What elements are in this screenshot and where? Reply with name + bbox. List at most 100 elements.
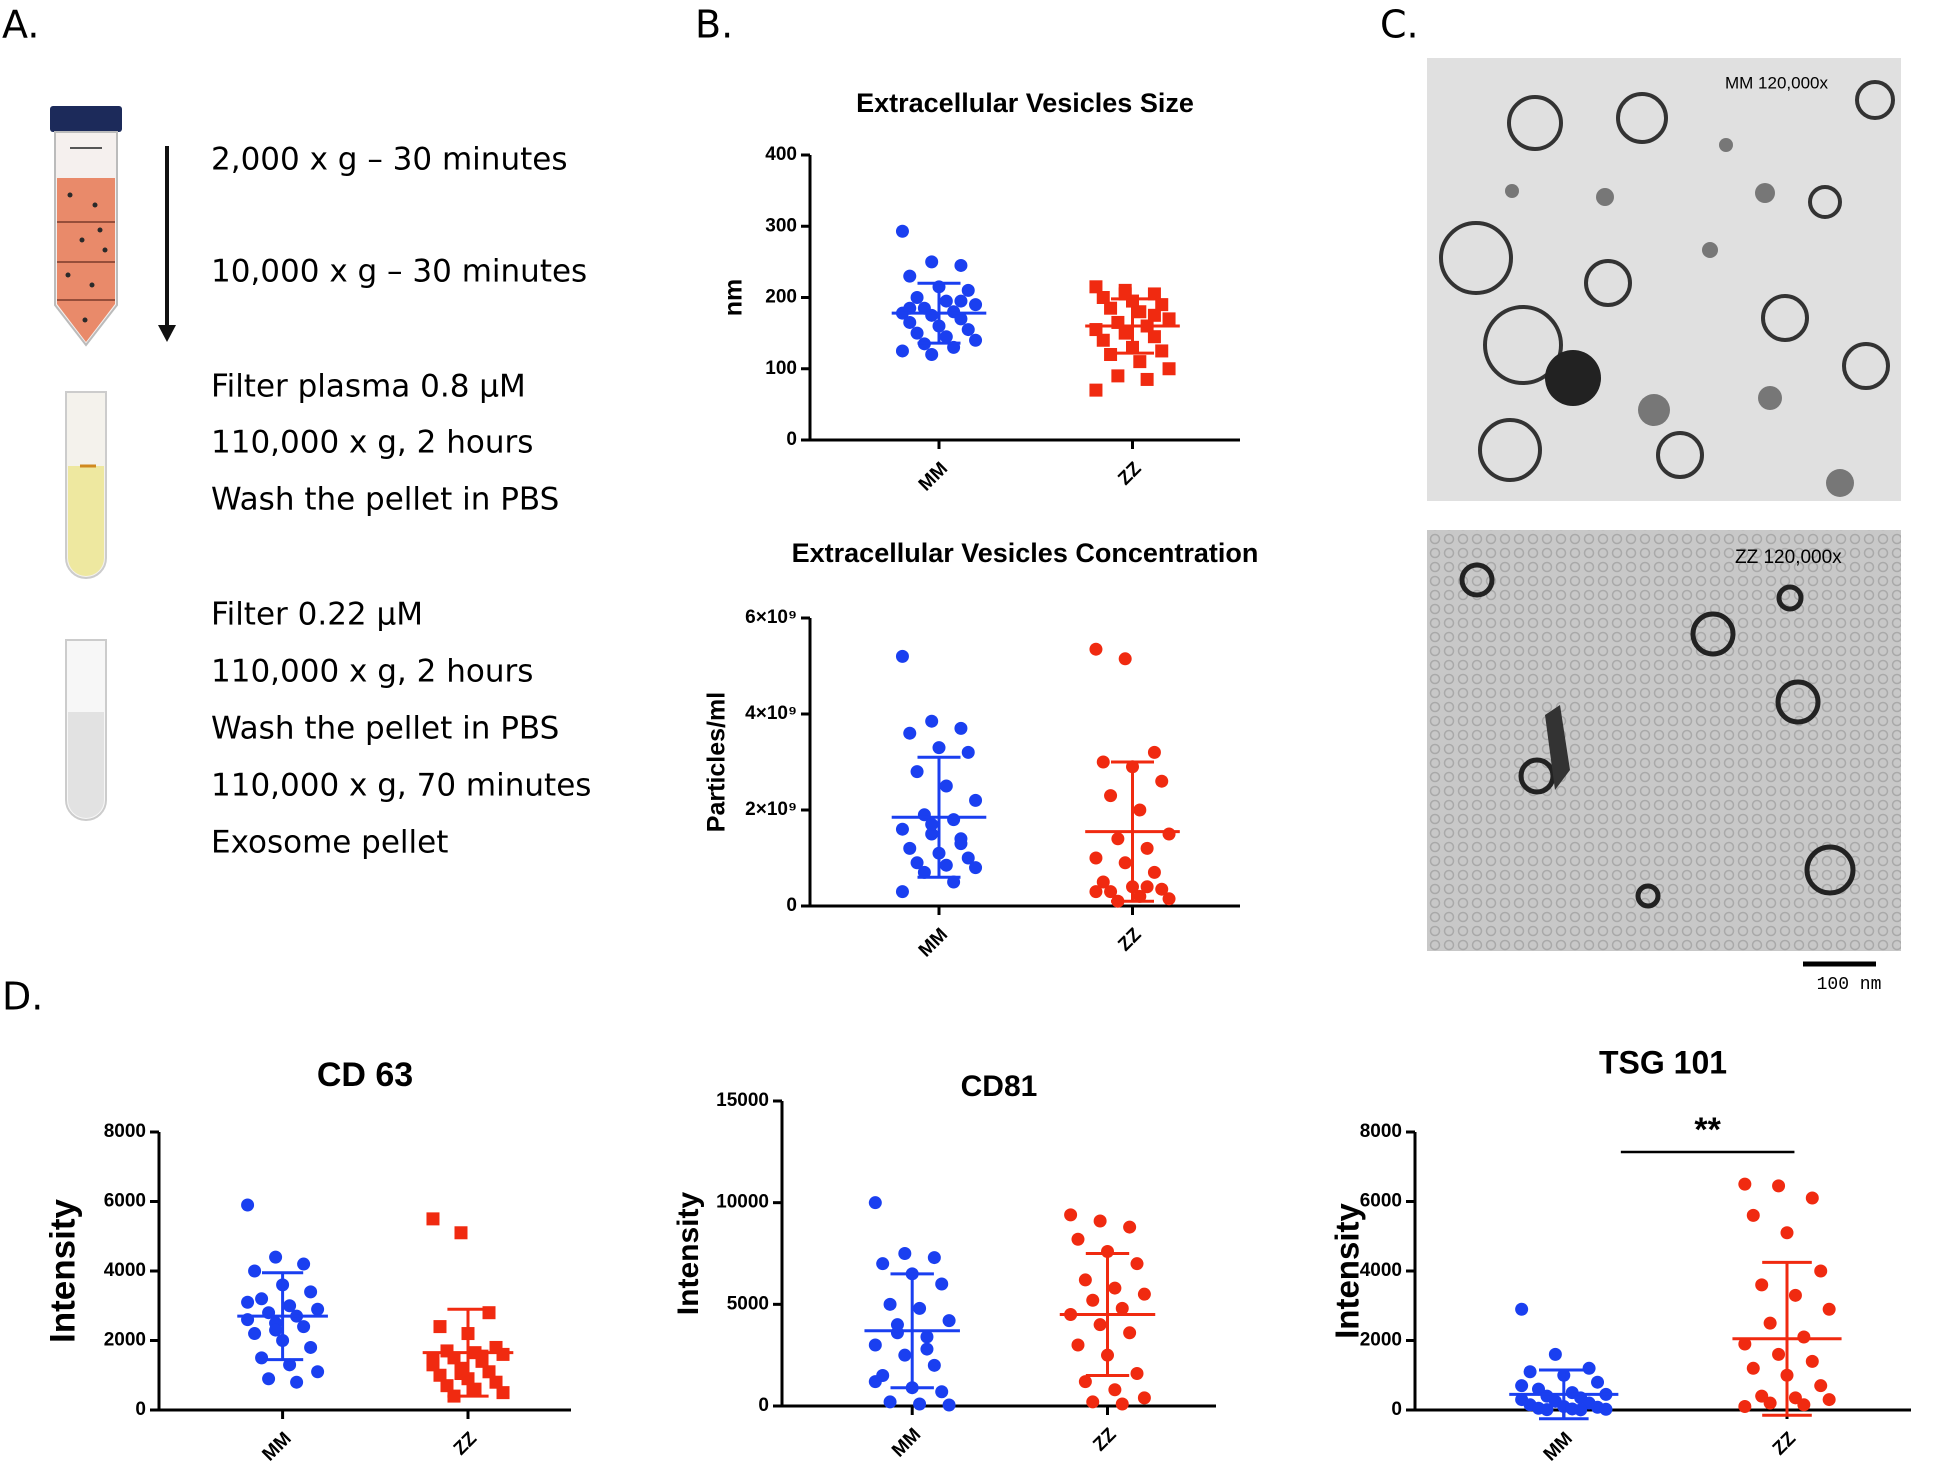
data-point xyxy=(1115,1301,1129,1315)
data-point xyxy=(1096,755,1110,769)
data-point xyxy=(954,294,968,308)
protocol-step: 2,000 x g – 30 minutes xyxy=(211,142,567,178)
data-point xyxy=(1115,1397,1129,1411)
data-point xyxy=(1089,885,1103,899)
micrograph-bottom: ZZ 120,000x xyxy=(1427,530,1901,951)
data-point xyxy=(304,1285,318,1299)
data-point xyxy=(1788,1288,1802,1302)
data-point xyxy=(269,1323,283,1337)
data-point xyxy=(1746,1208,1760,1222)
tube-2 xyxy=(65,391,107,579)
y-tick-label: 10000 xyxy=(716,1192,769,1213)
data-point xyxy=(1140,372,1154,386)
data-point xyxy=(255,1351,269,1365)
data-point xyxy=(913,1301,927,1315)
data-point xyxy=(1763,1316,1777,1330)
data-point xyxy=(1118,856,1132,870)
data-point xyxy=(290,1375,304,1389)
data-point xyxy=(1738,1337,1752,1351)
data-point xyxy=(939,330,953,344)
y-tick-label: 8000 xyxy=(1360,1121,1402,1142)
micrograph-label: ZZ 120,000x xyxy=(1735,547,1842,568)
data-point xyxy=(1582,1361,1596,1375)
y-axis-label: Intensity xyxy=(43,1199,82,1343)
data-point xyxy=(954,312,968,326)
data-point xyxy=(947,813,961,827)
data-point xyxy=(939,858,953,872)
y-tick-label: 0 xyxy=(135,1399,146,1420)
y-axis-label: Intensity xyxy=(672,1192,705,1316)
protocol-step: 110,000 x g, 2 hours xyxy=(211,654,533,690)
data-point xyxy=(1133,355,1147,369)
x-tick-label: MM xyxy=(1540,1428,1577,1464)
protocol-step: Filter plasma 0.8 µM xyxy=(211,369,526,405)
panel-label: A. xyxy=(2,3,39,47)
y-tick-label: 2000 xyxy=(104,1330,146,1351)
data-point xyxy=(910,856,924,870)
data-point xyxy=(898,1348,912,1362)
y-tick-label: 6×10⁹ xyxy=(745,607,797,628)
data-point xyxy=(1111,832,1125,846)
protocol-step: 110,000 x g, 2 hours xyxy=(211,425,533,461)
data-point xyxy=(954,258,968,272)
data-point xyxy=(482,1365,496,1379)
data-point xyxy=(1111,369,1125,383)
data-point xyxy=(883,1297,897,1311)
data-point xyxy=(903,269,917,283)
protocol-step: 10,000 x g – 30 minutes xyxy=(211,254,587,290)
data-point xyxy=(1155,298,1169,312)
data-point xyxy=(1814,1379,1828,1393)
data-point xyxy=(1548,1347,1562,1361)
data-point xyxy=(1140,841,1154,855)
data-point xyxy=(935,1277,949,1291)
data-point xyxy=(1089,383,1103,397)
data-point xyxy=(1093,1318,1107,1332)
data-point xyxy=(1093,1214,1107,1228)
data-point xyxy=(939,294,953,308)
tube-3 xyxy=(65,639,107,821)
data-point xyxy=(925,714,939,728)
data-point xyxy=(1078,1273,1092,1287)
y-tick-label: 4000 xyxy=(1360,1260,1402,1281)
data-point xyxy=(1540,1403,1554,1417)
data-point xyxy=(283,1358,297,1372)
data-point xyxy=(1071,1338,1085,1352)
data-point xyxy=(1078,1375,1092,1389)
data-point xyxy=(1104,348,1118,361)
y-axis-label: Intensity xyxy=(1329,1203,1366,1339)
micrograph-top: MM 120,000x xyxy=(1427,58,1901,501)
y-tick-label: 8000 xyxy=(104,1121,146,1142)
y-axis-label: nm xyxy=(720,279,748,317)
data-point xyxy=(1130,1257,1144,1271)
y-tick-label: 0 xyxy=(786,895,797,916)
x-tick-label: MM xyxy=(915,924,952,961)
data-point xyxy=(1133,305,1147,319)
data-point xyxy=(1155,344,1169,358)
data-point xyxy=(489,1375,503,1389)
data-point xyxy=(1147,745,1161,759)
data-point xyxy=(954,721,968,735)
panel-label: C. xyxy=(1380,3,1419,47)
data-point xyxy=(917,865,931,879)
data-point xyxy=(1096,291,1110,304)
y-tick-label: 6000 xyxy=(104,1191,146,1212)
x-tick-label: ZZ xyxy=(1114,458,1146,490)
data-point xyxy=(1137,1391,1151,1405)
data-point xyxy=(297,1320,311,1334)
x-tick-label: ZZ xyxy=(1089,1424,1121,1456)
data-point xyxy=(890,1318,904,1332)
protocol-step: Exosome pellet xyxy=(211,825,448,861)
x-tick-label: MM xyxy=(915,458,952,495)
data-point xyxy=(895,822,909,836)
data-point xyxy=(942,1398,956,1412)
data-point xyxy=(1096,333,1110,347)
data-point xyxy=(1147,330,1161,344)
data-point xyxy=(920,1330,934,1344)
data-point xyxy=(1086,1293,1100,1307)
data-point xyxy=(1523,1365,1537,1379)
data-point xyxy=(895,344,909,358)
data-point xyxy=(932,741,946,755)
data-point xyxy=(1147,287,1161,301)
data-point xyxy=(1162,892,1176,906)
data-point xyxy=(248,1264,262,1278)
